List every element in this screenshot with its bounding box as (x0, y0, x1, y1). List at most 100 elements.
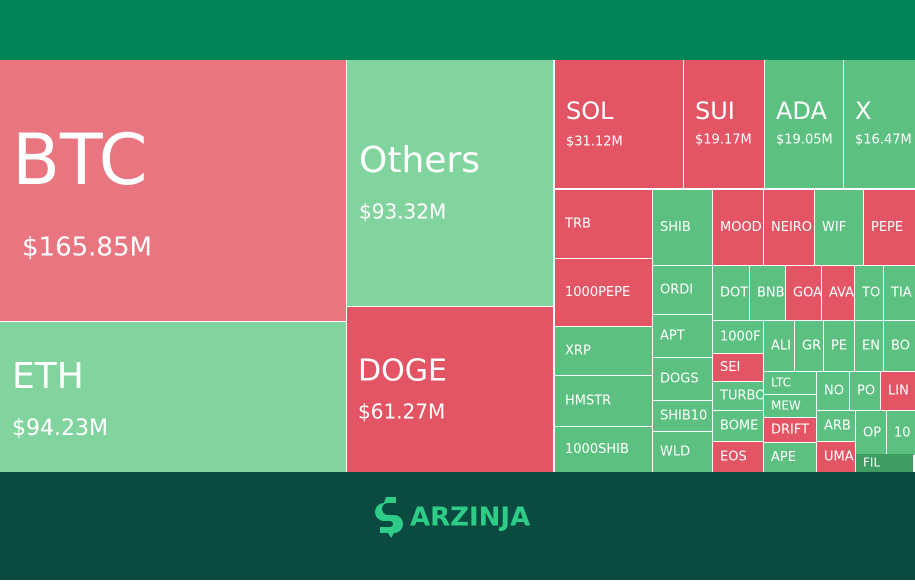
tile-bg (817, 442, 855, 472)
tile: 10 (887, 411, 915, 455)
tile: ADA $19.05M (765, 60, 843, 188)
tile: AVA (822, 266, 854, 320)
tile: 1000PEPE (555, 259, 652, 326)
tile: ARB (817, 411, 855, 441)
tile-bg (884, 321, 915, 371)
tile: TO (855, 266, 883, 320)
tile-bg (764, 372, 816, 394)
tile-label: DOT (720, 286, 748, 301)
tile: BTC $165.85M (0, 60, 346, 321)
tile-label: SHIB (660, 220, 691, 235)
tile-bg (555, 190, 652, 258)
tile-label: SUI (695, 97, 735, 125)
tile-bg (817, 411, 855, 441)
tile-bg (824, 321, 854, 371)
tile-label: APT (660, 329, 685, 344)
tile: GOA (786, 266, 822, 320)
tile-label: EN (862, 339, 880, 354)
tile: MOOD (713, 190, 763, 265)
tile-label: TIA (890, 286, 912, 301)
tile: BNB (750, 266, 785, 320)
tile-value: $165.85M (22, 233, 152, 263)
tile: TRB (555, 190, 652, 258)
tile: NO (817, 372, 849, 410)
brand-icon (375, 497, 403, 538)
tile-bg (822, 266, 854, 320)
tile: WLD (653, 432, 712, 472)
footer-band (0, 472, 915, 580)
tile: BO (884, 321, 915, 371)
tile-bg (850, 372, 880, 410)
tile-label: ARB (824, 419, 851, 434)
tile-label: 1000PEPE (565, 285, 630, 300)
tile-bg (764, 321, 794, 371)
tile-label: ALI (771, 339, 791, 354)
tile-value: $16.47M (855, 133, 912, 148)
tile: NEIRO (764, 190, 814, 265)
tile: ETH $94.23M (0, 322, 346, 472)
tile-bg (555, 327, 652, 375)
tile: Others $93.32M (347, 60, 553, 306)
tile-bg (887, 411, 915, 455)
tile-bg (713, 321, 763, 353)
tile-label: LTC (771, 376, 791, 390)
tile-label: PO (857, 384, 875, 399)
brand-name: ARZINJA (410, 503, 530, 533)
tile-label: GOA (793, 286, 822, 301)
tile-bg (764, 418, 816, 442)
tile-label: XRP (565, 344, 591, 359)
tile: X $16.47M (844, 60, 915, 188)
tile-label: TO (861, 286, 880, 301)
tile-label: PEPE (871, 220, 903, 235)
tile-bg (844, 60, 915, 188)
tile-bg (653, 266, 712, 314)
tile: FIL (856, 454, 913, 472)
tile-label: MEW (771, 399, 801, 413)
tile-bg (653, 315, 712, 357)
tile-bg (347, 307, 553, 472)
tile-bg (713, 266, 749, 320)
tile-label: SEI (720, 360, 740, 375)
tile-label: BTC (12, 119, 148, 201)
tile-bg (864, 190, 915, 265)
tile: DOT (713, 266, 749, 320)
tile-bg (713, 354, 763, 381)
tile-label: ETH (12, 356, 84, 397)
tile-value: $61.27M (358, 400, 445, 424)
tile: DRIFT (764, 418, 816, 442)
tile: SUI $19.17M (684, 60, 764, 188)
tile-label: NEIRO (771, 220, 812, 235)
tile: PEPE (864, 190, 915, 265)
tile-label: SOL (566, 97, 614, 125)
tile-bg (795, 321, 823, 371)
tile-bg (764, 190, 814, 265)
tile-value: $94.23M (12, 416, 108, 441)
tile-bg (713, 442, 763, 472)
tile-bg (764, 443, 816, 472)
tile-label: WIF (822, 220, 846, 235)
tile-bg (750, 266, 785, 320)
tile-bg (713, 411, 763, 441)
tile-bg (0, 322, 346, 472)
tile-label: UMA (824, 450, 854, 465)
tile-label: Others (359, 140, 480, 181)
tile-label: APE (771, 450, 796, 465)
tile-label: FIL (863, 456, 880, 470)
tile-label: SHIB10 (660, 409, 707, 424)
tile-bg (881, 372, 915, 410)
tile: TIA (884, 266, 915, 320)
tile: APE (764, 443, 816, 472)
tile-bg (653, 401, 712, 431)
brand-logo: ARZINJA (375, 497, 530, 538)
tile: APT (653, 315, 712, 357)
tile: PO (850, 372, 880, 410)
tile: SHIB (653, 190, 712, 265)
tile-value: $19.05M (776, 133, 833, 148)
tile-bg (856, 454, 913, 472)
tile-label: BO (891, 339, 910, 354)
tile-label: GR (802, 339, 821, 354)
tile-label: ORDI (660, 283, 693, 298)
tile-bg (347, 60, 553, 306)
tile: LTC (764, 372, 816, 394)
tile-label: 1000F (720, 330, 761, 345)
